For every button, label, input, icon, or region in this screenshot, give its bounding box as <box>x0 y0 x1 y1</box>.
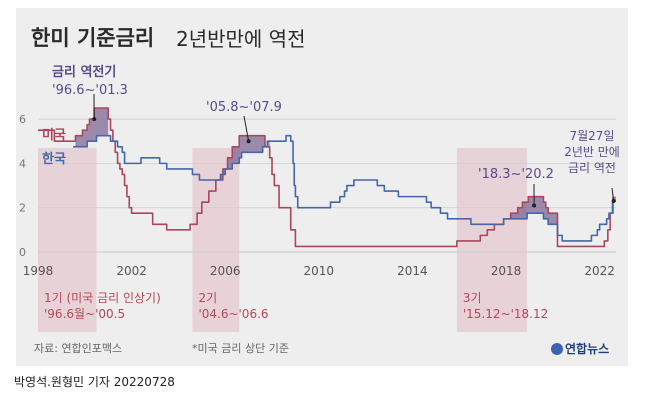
reporter-credit: 박영석.원형민 기자 20220728 <box>14 375 175 389</box>
annotation-dot <box>611 199 616 204</box>
brand-name: 연합뉴스 <box>565 342 610 356</box>
axis-tick-labels: 0 2 4 6 1998 2002 2006 2010 2014 2018 2022 <box>19 113 615 278</box>
y-tick-label: 4 <box>19 157 26 170</box>
inversion-fill-1 <box>75 108 109 147</box>
hike-period-shading <box>38 148 528 332</box>
chart-subtitle: 2년반만에 역전 <box>176 27 306 51</box>
us-rate-line <box>38 107 614 248</box>
annotation-pointer <box>243 115 250 142</box>
x-tick-label: 2018 <box>491 264 522 278</box>
hike-period-band-1 <box>38 148 97 332</box>
inversion-label: '05.8~'07.9 <box>206 100 282 115</box>
hike-period-label: 3기 <box>463 291 482 305</box>
y-tick-label: 2 <box>19 202 26 215</box>
note-text: *미국 금리 상단 기준 <box>192 342 289 355</box>
inversion-fill-3 <box>510 196 558 247</box>
inversion-label: 2년반 만에 <box>564 145 620 159</box>
annotations: 1기 (미국 금리 인상기) '96.6월~'00.5 2기 '04.6~'06.6 3… <box>42 64 620 321</box>
series-lines <box>38 107 614 248</box>
hike-period-label: '04.6~'06.6 <box>198 307 268 321</box>
korea-rate-line <box>73 134 614 242</box>
inversion-label: 금리 역전기 <box>52 64 116 80</box>
annotation-pointer <box>611 187 615 202</box>
brand-logo: 연합뉴스 <box>551 340 609 357</box>
x-tick-label: 1998 <box>23 264 54 278</box>
x-tick-label: 2014 <box>397 264 428 278</box>
x-tick-label: 2010 <box>304 264 335 278</box>
legend-us: 미국 <box>42 127 66 143</box>
legend-korea: 한국 <box>42 151 66 167</box>
chart-footer: 자료: 연합인포맥스 *미국 금리 상단 기준 <box>34 342 289 355</box>
x-tick-label: 2002 <box>116 264 147 278</box>
hike-period-label: 2기 <box>198 291 217 305</box>
hike-period-label: 1기 (미국 금리 인상기) <box>44 291 161 305</box>
brand-icon <box>551 343 563 355</box>
inversion-label: 7월27일 <box>570 129 615 143</box>
annotation-dot <box>246 139 251 144</box>
y-tick-label: 6 <box>19 113 26 126</box>
y-tick-label: 0 <box>19 246 26 259</box>
inversion-label: '18.3~'20.2 <box>478 167 554 182</box>
hike-period-label: '15.12~'18.12 <box>463 307 548 321</box>
annotation-dot <box>92 117 97 122</box>
annotation-dot <box>532 203 537 208</box>
hike-period-band-3 <box>456 148 528 332</box>
chart-title: 한미 기준금리 <box>31 26 155 50</box>
hike-period-label: '96.6월~'00.5 <box>44 307 125 321</box>
inversion-label: '96.6~'01.3 <box>52 83 128 98</box>
source-text: 자료: 연합인포맥스 <box>34 342 122 355</box>
inversion-label: 금리 역전 <box>568 161 616 175</box>
x-tick-label: 2006 <box>210 264 241 278</box>
x-tick-label: 2022 <box>584 264 615 278</box>
